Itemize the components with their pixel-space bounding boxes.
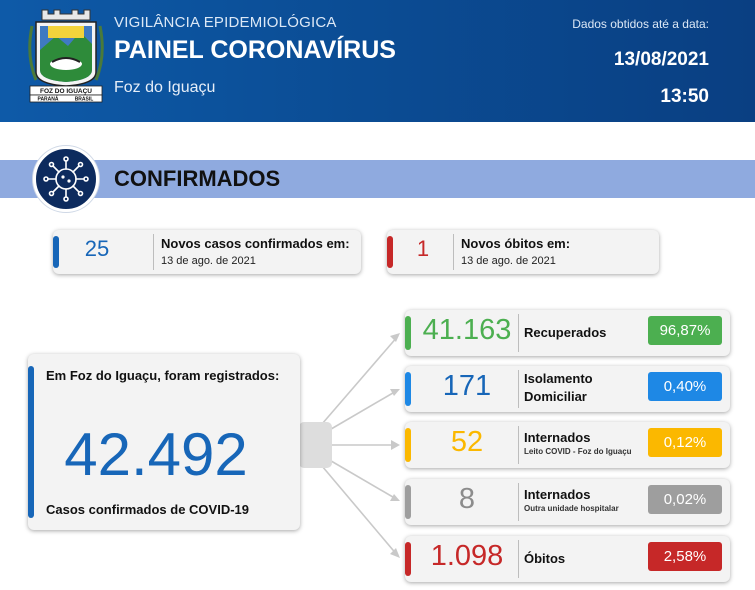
virus-icon [43,156,89,202]
outcome-value: 171 [442,370,492,402]
new-cases-date: 13 de ago. de 2021 [161,255,256,267]
divider [453,234,454,270]
city-crest-icon: FOZ DO IGUAÇU PARANÁ BRASIL [28,9,104,103]
outcome-percent-badge: 0,12% [648,428,722,457]
outcome-percent-badge: 0,02% [648,485,722,514]
outcome-percent-badge: 2,58% [648,542,722,571]
outcome-sublabel: Leito COVID - Foz do Iguaçu [524,447,632,456]
crest-state-text: PARANÁ [37,96,58,103]
outcome-card-recovered: 41.163 Recuperados 96,87% [405,310,730,356]
outcome-card-home-isolation: 171 Isolamento Domiciliar 0,40% [405,366,730,412]
new-cases-label: Novos casos confirmados em: [161,236,350,251]
new-deaths-value: 1 [416,236,430,261]
flow-connector [299,422,332,468]
outcome-accent [405,485,411,519]
new-deaths-accent [387,236,393,268]
outcome-accent [405,428,411,462]
outcome-value: 1.098 [430,540,504,572]
new-cases-card: 25 Novos casos confirmados em: 13 de ago… [53,230,361,274]
new-deaths-card: 1 Novos óbitos em: 13 de ago. de 2021 [387,230,659,274]
outcome-card-deaths: 1.098 Óbitos 2,58% [405,536,730,582]
total-intro: Em Foz do Iguaçu, foram registrados: [46,368,280,383]
divider [518,540,519,578]
outcome-accent [405,372,411,406]
header-subtitle: VIGILÂNCIA EPIDEMIOLÓGICA [114,14,337,31]
outcome-label: Internados [524,430,591,445]
new-deaths-date: 13 de ago. de 2021 [461,255,556,267]
outcome-value: 8 [458,483,476,515]
divider [518,426,519,464]
crest-country-text: BRASIL [75,97,94,103]
outcome-accent [405,316,411,350]
outcome-label: Óbitos [524,551,566,566]
page-title: PAINEL CORONAVÍRUS [114,36,396,64]
new-deaths-label: Novos óbitos em: [461,236,571,251]
divider [518,314,519,352]
outcome-value: 41.163 [422,314,512,346]
data-date: 13/08/2021 [613,49,709,70]
section-badge [33,146,99,212]
divider [518,483,519,521]
total-accent [28,366,34,518]
outcome-label: Internados [524,487,591,502]
crest-banner-text: FOZ DO IGUAÇU [40,88,92,95]
outcome-percent-badge: 96,87% [648,316,722,345]
outcome-card-hospitalized-covid: 52 Internados Leito COVID - Foz do Iguaç… [405,422,730,468]
outcome-card-hospitalized-other: 8 Internados Outra unidade hospitalar 0,… [405,479,730,525]
data-date-note: Dados obtidos até a data: [572,17,709,31]
header-banner: FOZ DO IGUAÇU PARANÁ BRASIL VIGILÂNCIA E… [0,0,755,122]
total-caption: Casos confirmados de COVID-19 [46,502,249,517]
divider [153,234,154,270]
header-city: Foz do Iguaçu [114,79,216,96]
outcome-sublabel: Outra unidade hospitalar [524,504,619,513]
total-cases-card: Em Foz do Iguaçu, foram registrados: 42.… [28,354,300,530]
new-cases-value: 25 [84,236,110,261]
data-time: 13:50 [660,86,709,107]
total-cases-value: 42.492 [64,421,248,488]
new-cases-accent [53,236,59,268]
divider [518,370,519,408]
outcome-accent [405,542,411,576]
section-bar [0,160,755,198]
section-title: CONFIRMADOS [114,166,281,191]
outcome-value: 52 [450,426,484,458]
outcome-label: Recuperados [524,325,607,340]
outcome-percent-badge: 0,40% [648,372,722,401]
outcome-label: Isolamento Domiciliar [524,371,593,404]
